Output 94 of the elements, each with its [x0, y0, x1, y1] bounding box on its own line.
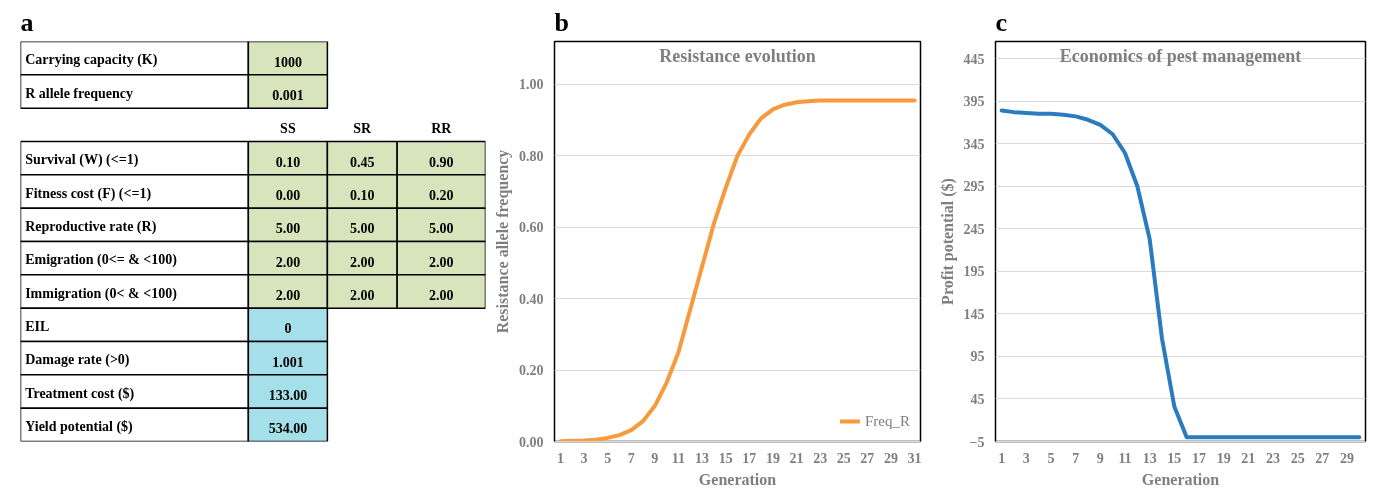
text: b: [554, 7, 569, 37]
line-series: [558, 98, 917, 442]
x-tick-label: 11: [671, 450, 686, 466]
y-tick-label: 245: [963, 221, 985, 237]
text: 1.001: [272, 354, 304, 370]
x-tick-label: 13: [1142, 450, 1157, 466]
x-tick-label: 31: [907, 450, 922, 466]
y-tick-label: 345: [963, 136, 985, 152]
y-tick-label: 0.80: [519, 148, 544, 164]
y-axis-title: Profit potential ($): [938, 178, 957, 305]
text: 2.00: [429, 287, 454, 303]
x-tick-label: 25: [1290, 450, 1305, 466]
text: 0.001: [272, 87, 304, 103]
y-tick-label: 0.40: [519, 291, 544, 307]
chart-title: Economics of pest management: [1059, 45, 1302, 66]
line-series: [999, 108, 1362, 440]
x-tick-label: 17: [742, 450, 757, 466]
x-tick-label: 27: [860, 450, 875, 466]
text: 0.90: [429, 154, 454, 170]
text: 2.00: [350, 254, 375, 270]
x-tick-label: 21: [1241, 450, 1256, 466]
text: 534.00: [268, 421, 308, 437]
y-tick-label: 145: [963, 306, 985, 322]
x-tick-label: 7: [627, 450, 635, 466]
text: 0.20: [429, 187, 454, 203]
x-tick-label: 1: [998, 450, 1006, 466]
y-tick-label: 1.00: [519, 77, 544, 93]
category-label: Treatment cost ($): [25, 385, 135, 401]
x-tick-label: 23: [1266, 450, 1280, 466]
legend-label: Freq_R: [865, 412, 910, 430]
category-label: Fitness cost (F) (<=1): [25, 185, 152, 201]
y-tick-label: 0.00: [519, 434, 544, 450]
text: 1000: [273, 54, 302, 70]
category-label: EIL: [25, 319, 50, 334]
text: 0.45: [350, 154, 375, 170]
category-label: Survival (W) (<=1): [25, 152, 139, 168]
category-label: Emigration (0<= & <100): [25, 252, 178, 268]
x-tick-label: 17: [1192, 450, 1206, 466]
text: 2.00: [429, 254, 454, 270]
text: 5.00: [429, 221, 454, 237]
text: RR: [431, 120, 452, 136]
text: 2.00: [275, 287, 301, 303]
category-label: Carrying capacity (K): [25, 52, 158, 68]
x-tick-label: 29: [883, 450, 898, 466]
y-tick-label: 445: [963, 51, 985, 67]
x-tick-label: 3: [580, 450, 588, 466]
text: 5.00: [350, 221, 375, 237]
x-tick-label: 25: [836, 450, 851, 466]
y-tick-label: 395: [963, 94, 985, 110]
text: 133.00: [268, 387, 308, 403]
text: SS: [280, 120, 296, 136]
x-tick-label: 13: [695, 450, 710, 466]
x-axis-title: Generation: [1141, 470, 1220, 488]
text: 0.00: [275, 187, 301, 203]
x-tick-label: 21: [789, 450, 804, 466]
x-tick-label: 19: [765, 450, 780, 466]
y-axis-title: Resistance allele frequency: [494, 149, 512, 334]
y-tick-label: 95: [970, 349, 985, 365]
text: a: [20, 7, 34, 37]
x-tick-label: 9: [1096, 450, 1104, 466]
x-tick-label: 29: [1340, 450, 1354, 466]
y-tick-label: 195: [963, 264, 985, 280]
text: 5.00: [275, 221, 301, 237]
category-label: Yield potential ($): [25, 419, 133, 434]
text: SR: [353, 120, 372, 136]
x-tick-label: 1: [556, 450, 564, 466]
x-tick-label: 23: [813, 450, 828, 466]
y-tick-label: 45: [970, 391, 985, 407]
x-tick-label: 3: [1022, 450, 1030, 466]
x-tick-label: 19: [1216, 450, 1231, 466]
x-tick-label: 9: [651, 450, 659, 466]
y-tick-label: 295: [963, 179, 985, 195]
x-axis-title: Generation: [698, 470, 777, 488]
y-tick-label: 0.60: [519, 220, 544, 236]
category-label: Damage rate (>0): [25, 352, 130, 368]
x-tick-label: 27: [1315, 450, 1330, 466]
x-tick-label: 15: [718, 450, 733, 466]
text: c: [995, 7, 1008, 37]
x-tick-label: 15: [1167, 450, 1182, 466]
text: 2.00: [350, 287, 375, 303]
text: 0: [284, 321, 292, 337]
text: 2.00: [275, 254, 301, 270]
x-tick-label: 7: [1072, 450, 1080, 466]
category-label: Reproductive rate (R): [25, 219, 157, 234]
y-tick-label: 0.20: [519, 363, 544, 379]
text: 0.10: [350, 187, 375, 203]
text: 0.10: [275, 154, 301, 170]
chart-title: Resistance evolution: [659, 45, 816, 66]
category-label: R allele frequency: [25, 85, 133, 101]
category-label: Immigration (0< & <100): [25, 285, 177, 301]
x-tick-label: 5: [1047, 450, 1055, 466]
y-tick-label: −5: [969, 434, 985, 450]
x-tick-label: 11: [1118, 450, 1132, 466]
x-tick-label: 5: [604, 450, 612, 466]
